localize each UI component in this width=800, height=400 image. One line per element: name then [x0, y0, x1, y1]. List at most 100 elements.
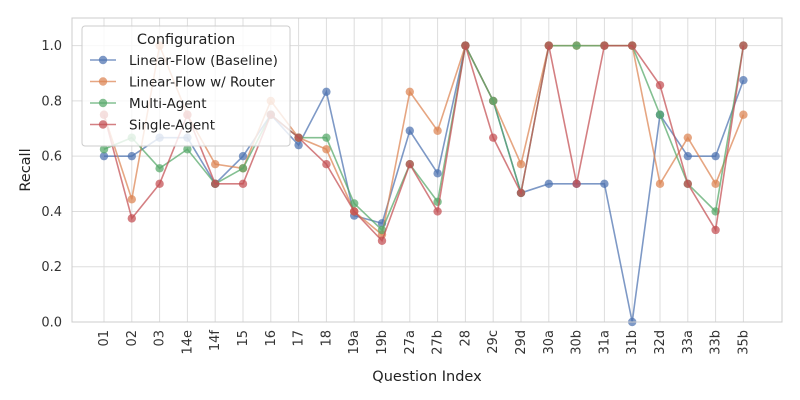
legend-swatch-marker — [98, 98, 108, 108]
x-tick-label: 27a — [403, 330, 418, 355]
legend-label: Single-Agent — [129, 118, 215, 134]
y-tick-label: 0.2 — [41, 260, 62, 275]
data-point — [238, 151, 248, 161]
legend-entry: Single-Agent — [90, 118, 215, 134]
x-tick-label: 19a — [347, 330, 362, 355]
x-tick-label: 35b — [736, 330, 751, 355]
data-point — [683, 179, 692, 189]
x-tick-label: 02 — [125, 330, 140, 347]
x-tick-label: 15 — [236, 330, 251, 347]
x-tick-label: 14e — [180, 330, 195, 355]
series-line — [103, 42, 745, 237]
data-point — [377, 236, 387, 245]
data-point — [683, 133, 692, 142]
data-point — [99, 151, 109, 161]
data-point — [600, 41, 609, 50]
data-point — [711, 225, 720, 235]
x-tick-label: 19b — [375, 330, 390, 355]
x-tick-label: 18 — [319, 330, 334, 347]
data-point — [155, 179, 164, 189]
legend-box — [81, 25, 291, 147]
data-point — [489, 133, 498, 142]
series-single-agent — [99, 41, 748, 245]
x-tick-label: 03 — [153, 330, 168, 347]
x-tick-label: 33b — [709, 330, 724, 355]
data-point — [516, 159, 526, 169]
data-point — [683, 151, 692, 161]
data-point — [211, 159, 220, 169]
data-point — [489, 96, 498, 106]
legend-swatch-marker — [98, 77, 108, 86]
data-point — [350, 199, 359, 208]
legend-entry: Linear-Flow (Baseline) — [90, 53, 278, 69]
x-tick-label: 32d — [653, 330, 668, 355]
data-point — [433, 169, 442, 178]
data-point — [655, 80, 665, 90]
legend-label: Linear-Flow w/ Router — [129, 75, 275, 91]
x-tick-label: 31b — [625, 330, 640, 355]
x-tick-label: 27b — [431, 330, 446, 355]
data-point — [155, 164, 164, 173]
legend-label: Linear-Flow (Baseline) — [129, 53, 278, 69]
data-point — [322, 145, 331, 154]
data-point — [377, 225, 387, 235]
data-point — [294, 133, 303, 142]
data-point — [183, 145, 192, 154]
y-tick-label: 0.0 — [41, 316, 62, 331]
legend-title: Configuration — [137, 32, 235, 48]
data-point — [461, 41, 470, 50]
x-tick-label: 14f — [208, 330, 223, 352]
data-point — [628, 41, 637, 50]
y-tick-label: 0.6 — [41, 150, 62, 165]
data-point — [405, 126, 414, 135]
data-point — [600, 179, 609, 189]
legend-entry: Multi-Agent — [90, 96, 207, 112]
plot-frame — [71, 17, 783, 323]
data-point — [655, 179, 665, 189]
data-point — [350, 207, 359, 216]
data-point — [322, 133, 331, 142]
data-point — [127, 214, 136, 223]
data-point — [127, 195, 136, 204]
data-point — [516, 188, 526, 198]
x-tick-label: 17 — [292, 330, 307, 347]
legend-entries: Linear-Flow (Baseline) Linear-Flow w/ Rou… — [90, 53, 278, 134]
x-tick-label: 28 — [458, 330, 473, 347]
data-point — [211, 179, 220, 189]
y-tick-label: 0.4 — [41, 205, 62, 220]
x-tick-label: 01 — [97, 330, 112, 347]
x-tick-label: 16 — [264, 330, 279, 347]
x-axis-label: Question Index — [372, 369, 482, 385]
x-tick-label: 29d — [514, 330, 529, 355]
series-line — [104, 43, 745, 323]
data-point — [294, 140, 303, 150]
x-tick-label: 33a — [681, 330, 696, 355]
legend-swatch-marker — [98, 120, 108, 129]
data-point — [739, 75, 748, 85]
legend-swatch-marker — [98, 55, 108, 65]
y-axis-label: Recall — [18, 148, 34, 191]
data-point — [572, 179, 581, 189]
data-point — [405, 87, 414, 96]
series-line — [103, 44, 745, 243]
data-point — [711, 179, 720, 189]
y-tick-labels: 0.0 0.2 0.4 0.6 0.8 1.0 — [41, 39, 62, 330]
x-tick-label: 31a — [597, 330, 612, 355]
y-tick-label: 0.8 — [41, 94, 62, 109]
data-point — [322, 159, 331, 169]
data-point — [544, 179, 553, 189]
data-point — [127, 151, 136, 161]
data-point — [433, 207, 442, 216]
data-point — [99, 145, 109, 154]
x-tick-labels: 01 02 03 14e 14f 15 16 17 18 19a 19b 27a 27b 28 29c 29d… — [97, 330, 751, 355]
series-line — [103, 43, 745, 232]
legend-entry: Linear-Flow w/ Router — [90, 75, 275, 91]
data-point — [405, 159, 414, 169]
x-tick-label: 30b — [570, 330, 585, 355]
data-point — [433, 126, 442, 135]
data-point — [711, 151, 720, 161]
legend-label: Multi-Agent — [129, 96, 207, 112]
y-tick-label: 1.0 — [41, 39, 62, 54]
data-point — [544, 41, 553, 50]
